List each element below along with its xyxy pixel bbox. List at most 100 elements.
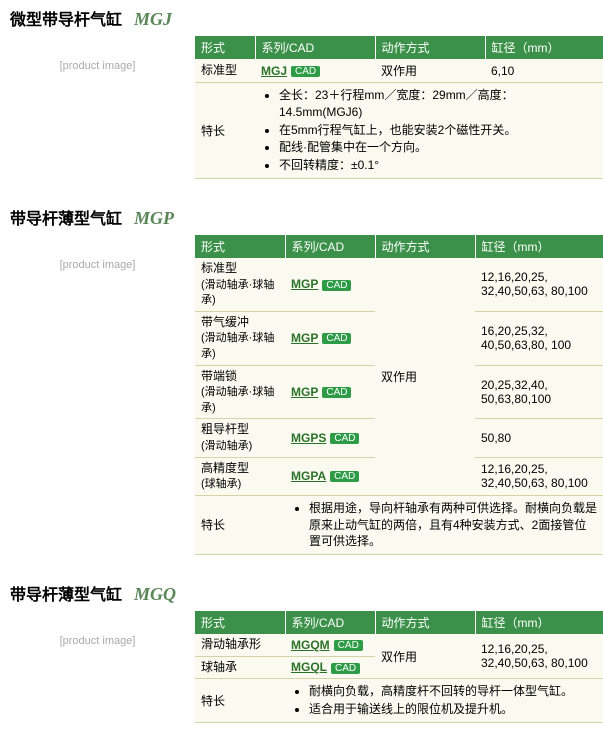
series-link[interactable]: MGQM: [291, 638, 330, 652]
product-image: [product image]: [0, 235, 195, 295]
cad-badge[interactable]: CAD: [291, 66, 320, 77]
cell-style: 标准型(滑动轴承·球轴承): [195, 258, 285, 311]
section-title: 微型带导杆气缸: [10, 6, 122, 30]
table-row: 标准型(滑动轴承·球轴承)MGPCAD双作用12,16,20,25, 32,40…: [195, 258, 603, 311]
cell-style: 高精度型(球轴承): [195, 457, 285, 495]
table-wrap: 形式系列/CAD动作方式缸径（mm） 标准型 MGJ CAD 双作用6,10特长全长：2…: [195, 36, 603, 179]
table-row: 标准型 MGJ CAD 双作用6,10: [195, 59, 603, 83]
cell-style: 标准型: [195, 59, 255, 83]
features-list: 根据用途，导向杆轴承有两种可供选择。耐横向负载是原来止动气缸的两倍，且有4种安装…: [291, 500, 597, 550]
feature-item: 在5mm行程气缸上，也能安装2个磁性开关。: [279, 122, 597, 139]
cell-bore: 12,16,20,25, 32,40,50,63, 80,100: [475, 634, 603, 679]
col-header-style: 形式: [195, 611, 285, 634]
features-list: 耐横向负载，高精度杆不回转的导杆一体型气缸。适合用于输送线上的限位机及提升机。: [291, 683, 597, 718]
col-header-series: 系列/CAD: [255, 36, 375, 59]
features-row: 特长全长：23＋行程mm／宽度：29mm／高度：14.5mm(MGJ6)在5mm…: [195, 83, 603, 179]
col-header-action: 动作方式: [375, 611, 475, 634]
cell-series: MGP CAD: [285, 365, 375, 419]
cell-action: 双作用: [375, 634, 475, 679]
section-title-row: 带导杆薄型气缸 MGP: [0, 199, 603, 235]
feature-item: 全长：23＋行程mm／宽度：29mm／高度：14.5mm(MGJ6): [279, 87, 597, 121]
features-cell: 耐横向负载，高精度杆不回转的导杆一体型气缸。适合用于输送线上的限位机及提升机。: [285, 679, 603, 723]
section-content: [product image]形式系列/CAD动作方式缸径（mm）标准型(滑动轴…: [0, 235, 603, 555]
section-model: MGJ: [134, 9, 172, 30]
features-label: 特长: [195, 495, 285, 554]
col-header-style: 形式: [195, 235, 285, 258]
features-row: 特长耐横向负载，高精度杆不回转的导杆一体型气缸。适合用于输送线上的限位机及提升机…: [195, 679, 603, 723]
features-cell: 根据用途，导向杆轴承有两种可供选择。耐横向负载是原来止动气缸的两倍，且有4种安装…: [285, 495, 603, 554]
image-placeholder: [product image]: [60, 60, 136, 72]
series-link[interactable]: MGP: [291, 277, 318, 291]
cell-bore: 16,20,25,32, 40,50,63,80, 100: [475, 311, 603, 365]
cell-style: 滑动轴承形: [195, 634, 285, 656]
cell-series: MGPA CAD: [285, 457, 375, 495]
series-link[interactable]: MGP: [291, 385, 318, 399]
section-title: 带导杆薄型气缸: [10, 581, 122, 605]
feature-item: 适合用于输送线上的限位机及提升机。: [309, 701, 597, 718]
cell-bore: 50,80: [475, 419, 603, 457]
table-row: 滑动轴承形MGQMCAD双作用12,16,20,25, 32,40,50,63,…: [195, 634, 603, 656]
cad-badge[interactable]: CAD: [334, 640, 363, 651]
spec-table: 形式系列/CAD动作方式缸径（mm）滑动轴承形MGQMCAD双作用12,16,2…: [195, 611, 603, 723]
feature-item: 耐横向负载，高精度杆不回转的导杆一体型气缸。: [309, 683, 597, 700]
cell-bore: 12,16,20,25, 32,40,50,63, 80,100: [475, 457, 603, 495]
table-wrap: 形式系列/CAD动作方式缸径（mm）标准型(滑动轴承·球轴承)MGPCAD双作用…: [195, 235, 603, 555]
cad-badge[interactable]: CAD: [331, 663, 360, 674]
cad-badge[interactable]: CAD: [322, 387, 351, 398]
col-header-series: 系列/CAD: [285, 235, 375, 258]
series-link[interactable]: MGPA: [291, 469, 326, 483]
product-section: 带导杆薄型气缸 MGQ [product image] 形式系列/CAD动作方式缸径（…: [0, 575, 603, 723]
series-link[interactable]: MGQL: [291, 660, 327, 674]
cell-style: 带端锁(滑动轴承·球轴承): [195, 365, 285, 419]
image-placeholder: [product image]: [60, 259, 136, 271]
spec-table: 形式系列/CAD动作方式缸径（mm） 标准型 MGJ CAD 双作用6,10特长全长：2…: [195, 36, 603, 179]
section-model: MGP: [134, 208, 174, 229]
cell-bore: 20,25,32,40, 50,63,80,100: [475, 365, 603, 419]
cell-style: 粗导杆型(滑动轴承): [195, 419, 285, 457]
feature-item: 不回转精度：±0.1°: [279, 157, 597, 174]
cad-badge[interactable]: CAD: [322, 280, 351, 291]
cell-series: MGP CAD: [285, 311, 375, 365]
col-header-bore: 缸径（mm）: [475, 611, 603, 634]
features-label: 特长: [195, 679, 285, 723]
cell-series: MGQL CAD: [285, 656, 375, 679]
cell-series: MGQM CAD: [285, 634, 375, 656]
features-list: 全长：23＋行程mm／宽度：29mm／高度：14.5mm(MGJ6)在5mm行程…: [261, 87, 597, 174]
cell-bore: 12,16,20,25, 32,40,50,63, 80,100: [475, 258, 603, 311]
features-cell: 全长：23＋行程mm／宽度：29mm／高度：14.5mm(MGJ6)在5mm行程…: [255, 83, 603, 179]
cell-action: 双作用: [375, 258, 475, 495]
section-model: MGQ: [134, 584, 176, 605]
cell-style: 球轴承: [195, 656, 285, 679]
image-placeholder: [product image]: [60, 635, 136, 647]
feature-item: 配线·配管集中在一个方向。: [279, 139, 597, 156]
features-row: 特长根据用途，导向杆轴承有两种可供选择。耐横向负载是原来止动气缸的两倍，且有4种…: [195, 495, 603, 554]
col-header-series: 系列/CAD: [285, 611, 375, 634]
cell-series: MGP CAD: [285, 258, 375, 311]
section-title-row: 带导杆薄型气缸 MGQ: [0, 575, 603, 611]
table-wrap: 形式系列/CAD动作方式缸径（mm）滑动轴承形MGQMCAD双作用12,16,2…: [195, 611, 603, 723]
cell-style: 带气缓冲(滑动轴承·球轴承): [195, 311, 285, 365]
cell-bore: 6,10: [485, 59, 603, 83]
cad-badge[interactable]: CAD: [330, 433, 359, 444]
series-link[interactable]: MGP: [291, 331, 318, 345]
section-title: 带导杆薄型气缸: [10, 205, 122, 229]
section-content: [product image]形式系列/CAD动作方式缸径（mm）滑动轴承形MG…: [0, 611, 603, 723]
section-title-row: 微型带导杆气缸 MGJ: [0, 0, 603, 36]
col-header-bore: 缸径（mm）: [485, 36, 603, 59]
product-section: 带导杆薄型气缸MGP[product image]形式系列/CAD动作方式缸径（…: [0, 199, 603, 555]
cad-badge[interactable]: CAD: [322, 333, 351, 344]
col-header-style: 形式: [195, 36, 255, 59]
product-section: 微型带导杆气缸 MGJ [product image] 形式系列/CAD动作方式缸径（…: [0, 0, 603, 179]
cell-series: MGPS CAD: [285, 419, 375, 457]
spec-table: 形式系列/CAD动作方式缸径（mm）标准型(滑动轴承·球轴承)MGPCAD双作用…: [195, 235, 603, 555]
col-header-bore: 缸径（mm）: [475, 235, 603, 258]
product-image: [product image]: [0, 611, 195, 671]
feature-item: 根据用途，导向杆轴承有两种可供选择。耐横向负载是原来止动气缸的两倍，且有4种安装…: [309, 500, 597, 550]
cad-badge[interactable]: CAD: [330, 471, 359, 482]
col-header-action: 动作方式: [375, 36, 485, 59]
cell-series: MGJ CAD: [255, 59, 375, 83]
series-link[interactable]: MGPS: [291, 431, 326, 445]
product-image: [product image]: [0, 36, 195, 96]
series-link[interactable]: MGJ: [261, 64, 287, 78]
cell-action: 双作用: [375, 59, 485, 83]
